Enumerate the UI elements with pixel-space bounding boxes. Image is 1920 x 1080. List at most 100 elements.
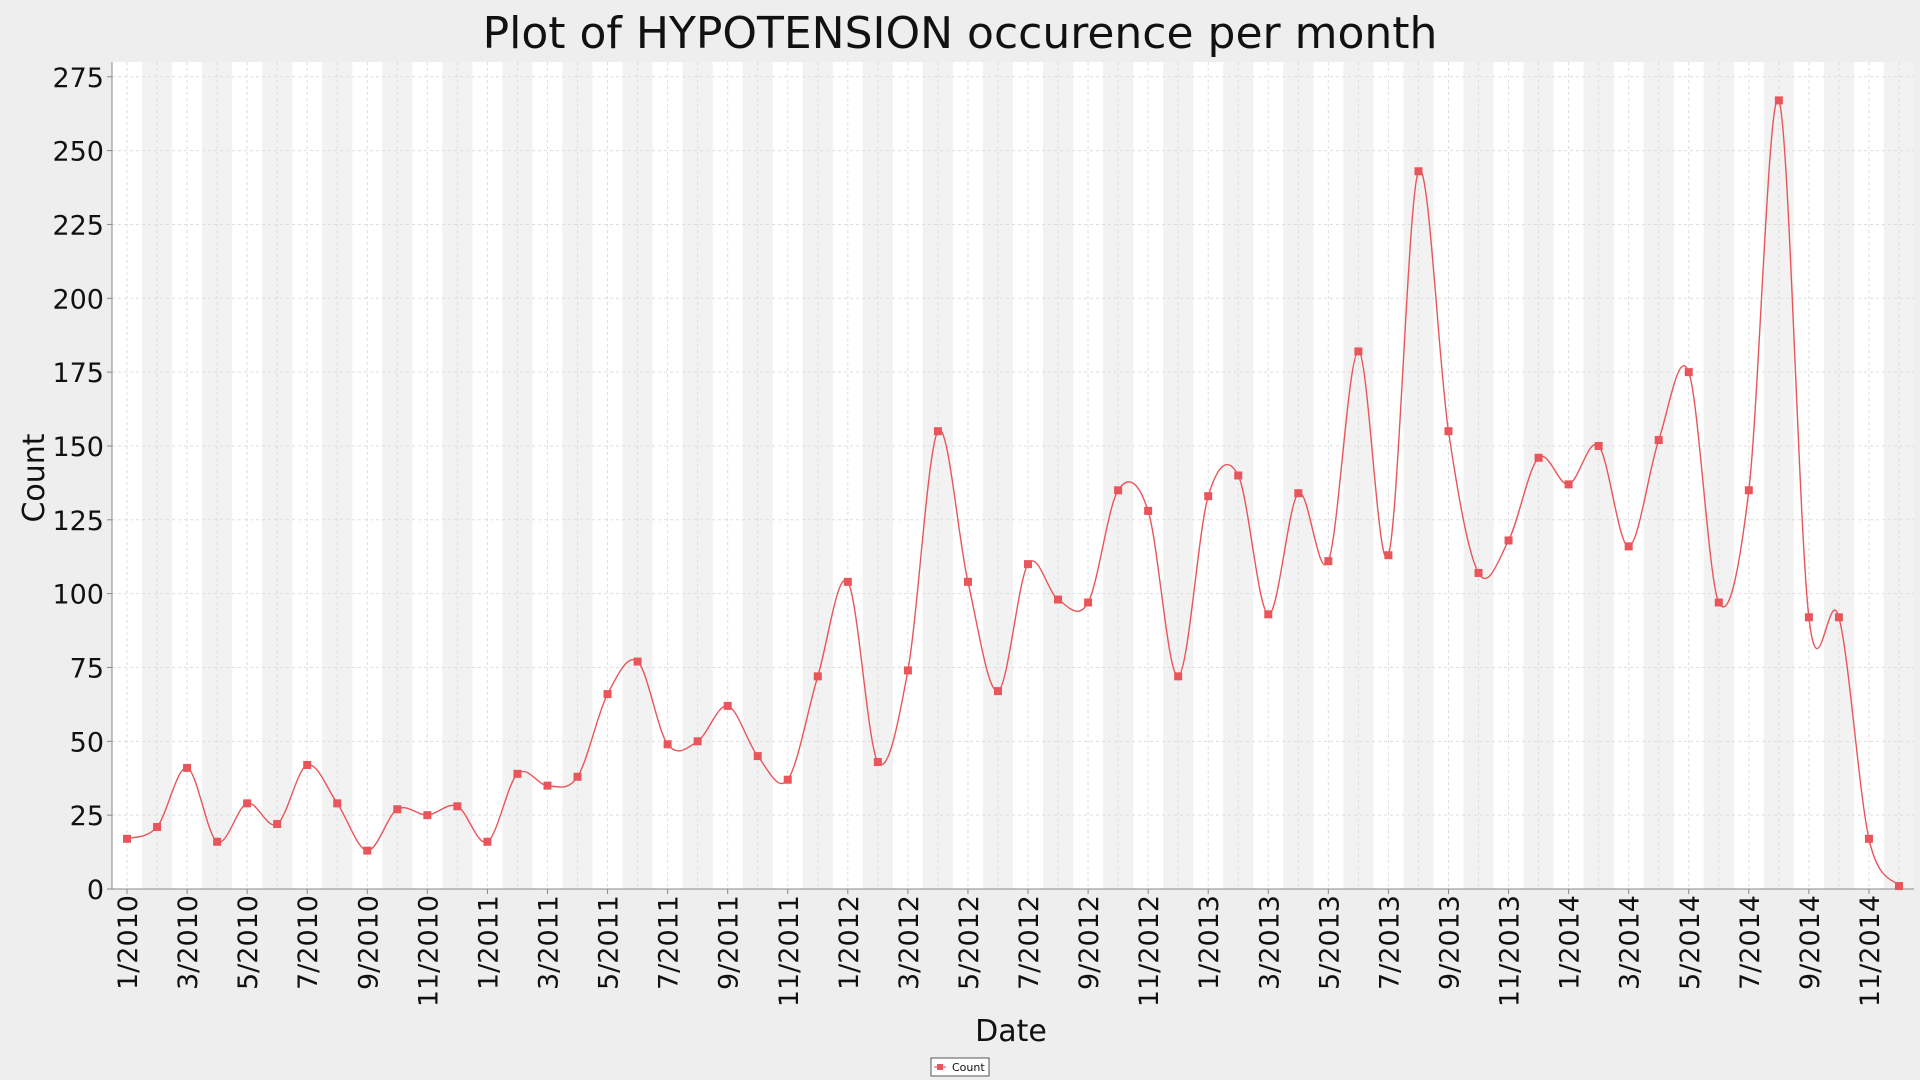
- x-tick-label: 11/2010: [413, 895, 444, 1007]
- x-tick-label: 9/2013: [1434, 895, 1465, 990]
- data-point: [723, 701, 732, 710]
- data-point: [1294, 489, 1303, 498]
- data-point: [1594, 441, 1603, 450]
- data-point: [483, 837, 492, 846]
- data-point: [243, 799, 252, 808]
- data-point: [783, 775, 792, 784]
- data-point: [153, 822, 162, 831]
- x-tick-label: 3/2014: [1615, 895, 1646, 990]
- x-tick-label: 5/2010: [233, 895, 264, 990]
- x-tick-label: 5/2012: [954, 895, 985, 990]
- plot-band: [1643, 62, 1674, 889]
- y-tick-label: 50: [70, 727, 104, 758]
- data-point: [573, 772, 582, 781]
- data-point: [213, 837, 222, 846]
- data-point: [1414, 167, 1423, 176]
- data-point: [1084, 598, 1093, 607]
- plot-band: [1043, 62, 1074, 889]
- y-tick-label: 75: [70, 653, 104, 684]
- plot-band: [742, 62, 773, 889]
- x-tick-label: 1/2010: [113, 895, 144, 990]
- plot-band: [442, 62, 473, 889]
- data-point: [363, 846, 372, 855]
- y-axis-ticks: 0 25 50 75 100 125 150 175 200 225 250 275: [52, 63, 112, 906]
- data-point: [993, 687, 1002, 696]
- plot-band: [1283, 62, 1314, 889]
- data-point: [693, 737, 702, 746]
- x-tick-label: 7/2012: [1014, 895, 1045, 990]
- x-tick-label: 7/2010: [293, 895, 324, 990]
- plot-band: [682, 62, 713, 889]
- legend: Count: [930, 1057, 990, 1077]
- data-point: [1744, 486, 1753, 495]
- data-point: [1264, 610, 1273, 619]
- x-tick-label: 9/2012: [1074, 895, 1105, 990]
- y-axis-label: Count: [17, 433, 52, 522]
- data-point: [423, 811, 432, 820]
- x-tick-label: 5/2014: [1675, 895, 1706, 990]
- data-point: [1174, 672, 1183, 681]
- data-point: [1054, 595, 1063, 604]
- data-point: [1204, 492, 1213, 501]
- data-point: [663, 740, 672, 749]
- x-tick-label: 7/2011: [654, 895, 685, 990]
- data-point: [1864, 834, 1873, 843]
- plot-band: [502, 62, 533, 889]
- x-tick-label: 1/2014: [1555, 895, 1586, 990]
- x-tick-label: 11/2014: [1855, 895, 1886, 1007]
- y-tick-label: 175: [52, 358, 104, 389]
- y-tick-label: 225: [52, 210, 104, 241]
- plot-band: [802, 62, 833, 889]
- data-point: [1504, 536, 1513, 545]
- x-tick-label: 3/2010: [173, 895, 204, 990]
- data-point: [813, 672, 822, 681]
- plot-band: [982, 62, 1013, 889]
- x-tick-label: 3/2011: [533, 895, 564, 990]
- y-tick-label: 25: [70, 801, 104, 832]
- x-tick-label: 1/2013: [1194, 895, 1225, 990]
- x-tick-label: 11/2012: [1134, 895, 1165, 1007]
- data-point: [1384, 551, 1393, 560]
- data-point: [1834, 613, 1843, 622]
- y-tick-label: 250: [52, 137, 104, 168]
- data-point: [1324, 557, 1333, 566]
- x-axis-label: Date: [975, 1014, 1047, 1049]
- data-point: [753, 752, 762, 761]
- data-point: [1114, 486, 1123, 495]
- data-point: [1354, 347, 1363, 356]
- legend-marker: [937, 1064, 943, 1070]
- x-tick-label: 1/2011: [473, 895, 504, 990]
- data-point: [903, 666, 912, 675]
- plot-band: [382, 62, 413, 889]
- data-point: [963, 577, 972, 586]
- x-tick-label: 7/2013: [1374, 895, 1405, 990]
- data-point: [273, 820, 282, 829]
- data-point: [843, 577, 852, 586]
- plot-band: [1403, 62, 1434, 889]
- data-point: [303, 760, 312, 769]
- data-point: [1234, 471, 1243, 480]
- y-tick-label: 200: [52, 284, 104, 315]
- y-tick-label: 0: [87, 875, 104, 906]
- plot-band: [1163, 62, 1194, 889]
- data-point: [513, 769, 522, 778]
- plot-band: [202, 62, 233, 889]
- data-point: [633, 657, 642, 666]
- data-point: [1144, 506, 1153, 515]
- y-tick-label: 150: [52, 432, 104, 463]
- x-tick-label: 1/2012: [834, 895, 865, 990]
- chart-title: Plot of HYPOTENSION occurence per month: [483, 8, 1438, 59]
- plot-background: [112, 62, 1914, 889]
- data-point: [1774, 96, 1783, 105]
- data-points: [123, 96, 1903, 891]
- plot-band: [1523, 62, 1554, 889]
- x-tick-label: 3/2013: [1254, 895, 1285, 990]
- data-point: [1684, 368, 1693, 377]
- plot-band: [862, 62, 893, 889]
- plot-band: [622, 62, 653, 889]
- data-point: [183, 763, 192, 772]
- plot-band: [262, 62, 293, 889]
- data-point: [603, 690, 612, 699]
- series-line-count: [126, 98, 1900, 887]
- data-point: [1804, 613, 1813, 622]
